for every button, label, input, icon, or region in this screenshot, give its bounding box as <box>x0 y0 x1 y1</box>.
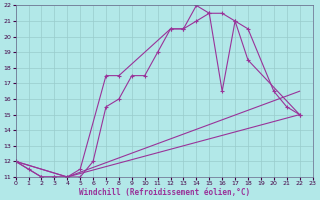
X-axis label: Windchill (Refroidissement éolien,°C): Windchill (Refroidissement éolien,°C) <box>78 188 250 197</box>
